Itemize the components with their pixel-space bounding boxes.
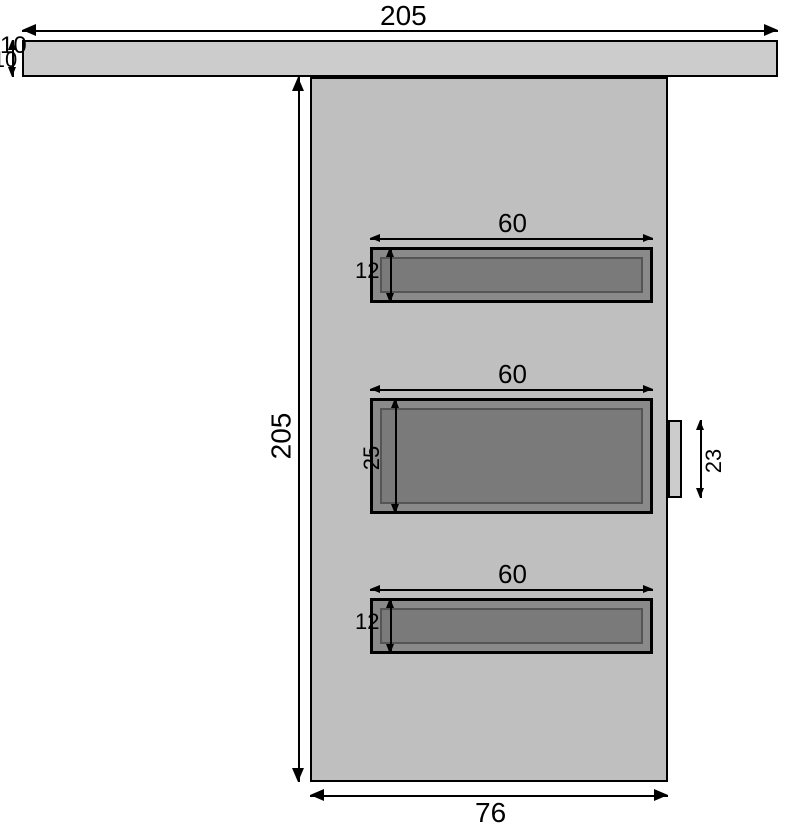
dim-door-width: 76 [475, 797, 506, 829]
dim-door-height-line [298, 77, 300, 782]
panel-1-inner [380, 257, 643, 293]
technical-drawing: 205 10 10 205 76 60 12 60 25 60 12 23 1 [0, 0, 792, 824]
dim-rail-width: 205 [380, 0, 427, 32]
top-rail [22, 40, 778, 77]
dim-rail-height-label: 10 [0, 32, 27, 60]
dim-p2-w: 60 [498, 359, 527, 390]
dim-p1-w: 60 [498, 208, 527, 239]
dim-door-height: 205 [265, 413, 297, 460]
dim-p3-w: 60 [498, 559, 527, 590]
dim-p3-h: 12 [355, 609, 379, 635]
dim-p2-h: 25 [359, 446, 385, 470]
door-handle [668, 420, 682, 498]
dim-handle: 23 [701, 449, 727, 473]
dim-p1-h: 12 [355, 258, 379, 284]
panel-3-inner [380, 608, 643, 644]
panel-2-inner [380, 408, 643, 504]
dim-p2-h-line [395, 398, 397, 514]
